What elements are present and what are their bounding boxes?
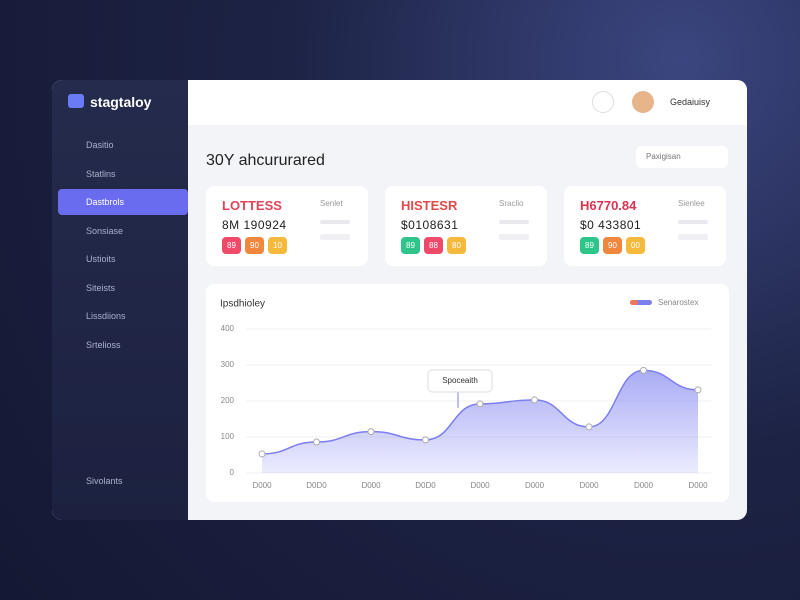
area [262,370,698,473]
point [422,436,429,444]
y-tick-label: 300 [221,360,235,369]
tag: 89 [580,237,599,254]
stat-card: HISTESR $0108631 Sraclio 89 88 80 [385,186,547,266]
placeholder [678,220,708,224]
y-tick-label: 400 [221,324,235,333]
point [476,400,484,408]
card-value: 8M 190924 [222,218,287,232]
search-button[interactable] [592,91,614,113]
nav-item[interactable]: Siteists [86,282,116,293]
tag: 90 [245,237,264,254]
app-window: stagtaloy Sivolants Dasitio Statlins Dastb… [52,80,747,520]
point [694,386,702,394]
header: Gedaiuisy [188,80,747,125]
x-tick-label: D000 [688,481,708,490]
sidebar-footer[interactable]: Sivolants [86,476,123,486]
tag: 10 [268,237,287,254]
x-tick-label: D000 [470,481,490,490]
placeholder [320,234,350,240]
card-label: Sraclio [499,199,524,208]
y-tick-label: 200 [221,396,235,405]
stat-card: H6770.84 $0 433801 Sienlee 89 90 00 [564,186,726,266]
point [367,428,375,436]
card-value: $0108631 [401,218,459,232]
tag: 00 [626,237,645,254]
legend-label: Senarostex [658,298,698,307]
stat-card: LOTTESS 8M 190924 Senlet 89 90 10 [206,186,368,266]
point [640,366,647,374]
page-title: 30Y ahcururared [206,152,325,169]
chart-title: Ipsdhioley [220,299,265,310]
y-tick-label: 0 [230,468,235,477]
point [313,438,320,446]
legend-swatch-accent [630,300,638,305]
card-title: H6770.84 [580,198,637,213]
card-value: $0 433801 [580,218,642,232]
placeholder [678,234,708,240]
tooltip-text: Spoceaith [442,376,478,385]
card-label: Sienlee [678,199,705,208]
tooltip-box [427,369,493,393]
nav-item[interactable]: Srtelioss [86,339,121,350]
tag: 89 [222,237,241,254]
tag: 90 [603,237,622,254]
x-tick-label: D000 [634,481,654,490]
logo-icon [68,94,84,108]
nav-item[interactable]: Ustioits [86,254,116,264]
point [258,450,266,458]
point [531,396,538,404]
x-tick-label: D000 [252,481,272,490]
nav-item[interactable]: Dasitio [86,140,114,150]
logo: stagtaloy [90,94,152,110]
nav-item[interactable]: Lissdiions [86,311,126,321]
x-tick-label: D000 [525,481,545,490]
card-title: LOTTESS [222,198,282,213]
sidebar: stagtaloy Sivolants Dasitio Statlins Dastb… [52,80,188,520]
placeholder [499,234,529,240]
x-tick-label: D0D0 [415,481,436,490]
x-tick-label: D000 [361,481,381,490]
point [585,423,593,431]
tag: 88 [424,237,443,254]
tag: 80 [447,237,466,254]
avatar[interactable] [632,91,654,113]
nav-item[interactable]: Dastbrols [58,189,188,215]
chart: Ipsdhioley Senarostex 0 100 200 300 400 D000 D0D… [220,298,711,490]
nav-item[interactable]: Statlins [86,168,116,179]
period-button[interactable]: Paxigisan [636,146,728,168]
user-name[interactable]: Gedaiuisy [670,97,711,107]
placeholder [499,220,529,224]
nav-item[interactable]: Sonsiase [86,225,124,236]
y-tick-label: 100 [221,432,235,441]
x-tick-label: D000 [579,481,599,490]
tag: 89 [401,237,420,254]
x-tick-label: D0D0 [306,481,327,490]
card-title: HISTESR [401,198,458,213]
placeholder [320,220,350,224]
card-label: Senlet [320,199,343,208]
chart-panel: Ipsdhioley Senarostex 0 100 200 300 400 D000 D0D… [206,284,729,502]
